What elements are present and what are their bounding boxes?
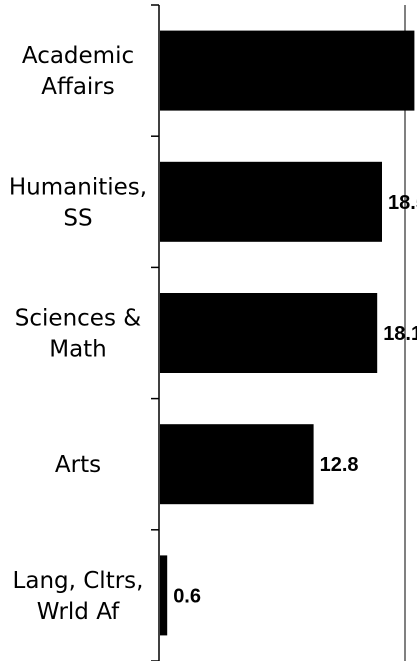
category-labels: Academic Affairs Humanities, SS Sciences & Ma… [9, 43, 147, 625]
category-label-line: Math [49, 337, 107, 363]
bar [160, 30, 415, 111]
category-label: Lang, Cltrs, Wrld Af [13, 568, 144, 625]
category-label-line: Academic [22, 43, 134, 69]
axis-ticks [151, 4, 159, 661]
category-label-line: Lang, Cltrs, [13, 568, 144, 594]
category-label-line: Affairs [41, 74, 115, 100]
category-label: Academic Affairs [22, 43, 134, 100]
category-label-line: Wrld Af [37, 599, 120, 625]
data-labels: 21.218.518.112.80.6 [173, 192, 417, 608]
data-label: 0.6 [173, 585, 201, 607]
category-label: Humanities, SS [9, 174, 147, 231]
bars [160, 30, 415, 636]
category-label-line: SS [63, 205, 92, 231]
category-label: Sciences & Math [15, 306, 141, 363]
bar [160, 555, 168, 636]
category-label-line: Sciences & [15, 306, 141, 332]
data-label: 12.8 [320, 454, 359, 476]
category-label-line: Humanities, [9, 174, 147, 200]
data-label: 18.5 [388, 192, 417, 214]
bar [160, 424, 314, 505]
category-label-line: Arts [55, 452, 101, 478]
category-label: Arts [55, 452, 101, 478]
bar [160, 161, 382, 242]
bar [160, 293, 378, 373]
data-label: 18.1 [383, 323, 417, 345]
